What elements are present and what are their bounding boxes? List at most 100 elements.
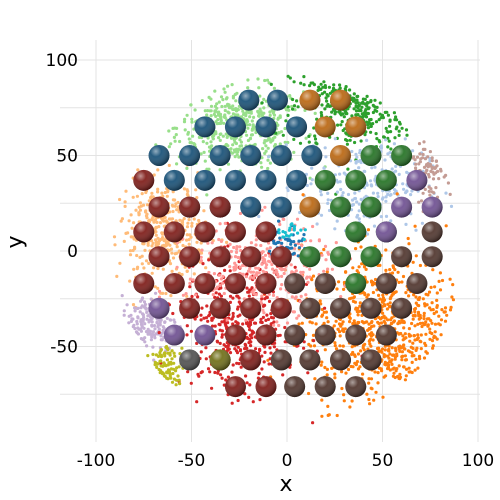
sphere-marker	[314, 376, 336, 398]
scatter-point	[235, 294, 239, 298]
scatter-point	[154, 233, 158, 237]
scatter-point	[258, 94, 262, 98]
scatter-point	[173, 198, 177, 202]
scatter-point	[234, 99, 238, 103]
scatter-point	[350, 198, 355, 202]
scatter-point	[369, 321, 373, 325]
y-axis-title: y	[3, 235, 28, 248]
sphere-marker	[255, 272, 277, 294]
scatter-point	[148, 331, 152, 335]
scatter-point	[317, 85, 321, 89]
scatter-point	[423, 187, 427, 191]
scatter-point	[324, 258, 328, 262]
scatter-point	[238, 138, 242, 142]
scatter-point	[351, 365, 355, 369]
scatter-point	[345, 139, 349, 143]
sphere-marker	[209, 196, 231, 218]
scatter-point	[144, 307, 148, 311]
scatter-point	[151, 352, 155, 356]
scatter-point	[264, 318, 268, 322]
scatter-point	[200, 306, 204, 310]
scatter-point	[311, 224, 315, 229]
scatter-point	[391, 265, 396, 270]
scatter-point	[233, 347, 237, 351]
scatter-point	[190, 224, 194, 228]
sphere-marker	[360, 246, 382, 268]
scatter-point	[178, 139, 182, 144]
sphere-marker	[329, 196, 351, 218]
scatter-point	[290, 270, 294, 274]
scatter-point	[435, 304, 439, 308]
sphere-marker	[329, 297, 351, 319]
scatter-point	[217, 100, 221, 104]
scatter-point	[388, 118, 392, 122]
scatter-point	[250, 133, 254, 137]
scatter-point	[338, 330, 342, 334]
scatter-point	[170, 251, 174, 255]
scatter-point	[228, 269, 232, 273]
scatter-point	[163, 320, 167, 324]
scatter-point	[271, 138, 275, 142]
scatter-point	[207, 95, 211, 99]
scatter-point	[239, 365, 243, 369]
scatter-point	[311, 333, 316, 337]
scatter-point	[167, 248, 172, 252]
scatter-point	[403, 354, 407, 358]
scatter-point	[376, 381, 380, 385]
scatter-point	[220, 104, 224, 109]
scatter-point	[357, 217, 361, 221]
sphere-marker	[224, 272, 246, 294]
scatter-point	[384, 199, 388, 203]
scatter-point	[416, 366, 420, 370]
scatter-point	[233, 255, 238, 259]
scatter-point	[333, 372, 337, 376]
scatter-point	[427, 317, 431, 321]
scatter-point	[397, 172, 401, 176]
sphere-marker	[255, 169, 277, 191]
scatter-point	[219, 239, 223, 243]
scatter-point	[269, 82, 273, 86]
scatter-point	[138, 201, 142, 205]
scatter-point	[344, 85, 348, 89]
sphere-marker	[299, 246, 321, 268]
scatter-point	[422, 314, 426, 318]
scatter-point	[410, 189, 414, 193]
scatter-point	[156, 187, 160, 191]
scatter-point	[360, 112, 364, 116]
sphere-marker	[301, 145, 323, 166]
scatter-point	[430, 301, 434, 305]
scatter-point	[285, 237, 289, 241]
scatter-point	[192, 142, 196, 146]
scatter-point	[363, 109, 367, 113]
scatter-point	[308, 84, 312, 88]
scatter-point	[313, 111, 317, 115]
scatter-point	[344, 270, 348, 274]
scatter-point	[275, 320, 279, 324]
scatter-point	[405, 133, 409, 137]
scatter-point	[170, 380, 175, 384]
scatter-point	[323, 306, 327, 310]
scatter-point	[224, 378, 228, 382]
scatter-point	[341, 320, 345, 324]
scatter-point	[150, 239, 154, 243]
scatter-point	[261, 308, 265, 312]
scatter-point	[367, 327, 371, 331]
scatter-point	[332, 83, 336, 87]
scatter-point	[173, 204, 177, 208]
scatter-point	[363, 291, 367, 295]
sphere-marker	[179, 349, 201, 371]
scatter-point	[236, 113, 240, 117]
scatter-point	[149, 338, 153, 342]
scatter-point	[450, 295, 454, 299]
scatter-point	[334, 241, 338, 245]
scatter-point	[140, 254, 144, 258]
scatter-point	[218, 341, 222, 345]
scatter-point	[324, 96, 328, 100]
scatter-point	[145, 344, 149, 348]
scatter-point	[272, 271, 276, 275]
scatter-point	[392, 371, 396, 375]
scatter-point	[308, 275, 312, 279]
scatter-point	[143, 340, 147, 344]
scatter-point	[150, 217, 154, 221]
scatter-point	[185, 192, 189, 196]
